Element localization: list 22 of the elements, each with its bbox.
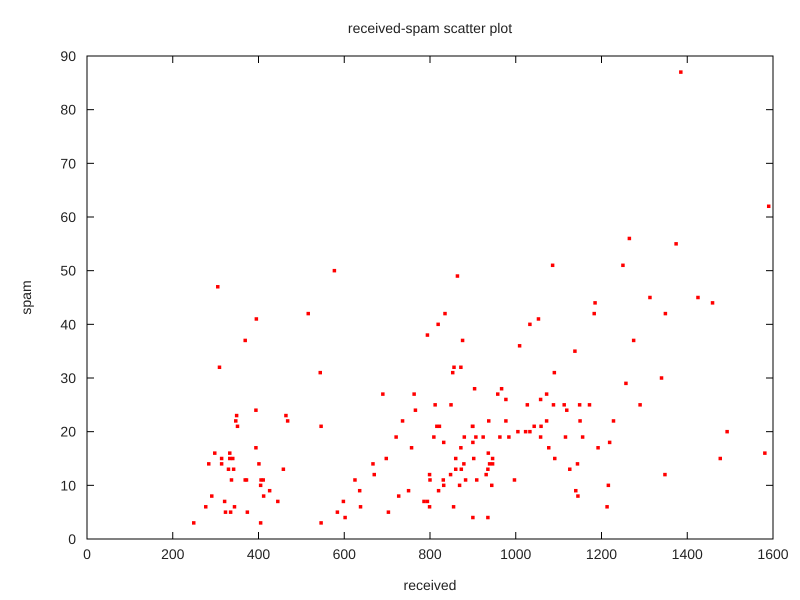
y-tick-label: 40 [60,316,76,332]
y-tick-label: 60 [60,209,76,225]
y-tick-label: 70 [60,155,76,172]
y-tick-label: 50 [60,262,76,279]
x-tick-label: 1600 [757,546,789,562]
x-tick-label: 1200 [586,546,618,562]
x-tick-label: 800 [418,546,442,562]
x-tick-label: 0 [83,546,92,562]
y-tick-label: 80 [60,102,76,118]
y-tick-label: 20 [60,424,76,440]
y-axis-title: spam [18,280,34,315]
x-tick-label: 200 [161,546,185,562]
x-tick-label: 1000 [500,546,532,562]
x-tick-label: 400 [246,546,270,562]
y-tick-label: 0 [68,531,76,547]
y-tick-label: 30 [60,370,76,386]
x-axis-title: received [404,577,456,593]
x-tick-label: 600 [332,546,356,562]
chart-title: received-spam scatter plot [348,20,512,36]
y-tick-label: 90 [60,48,76,64]
y-tick-label: 10 [60,477,76,494]
x-tick-label: 1400 [672,546,704,562]
